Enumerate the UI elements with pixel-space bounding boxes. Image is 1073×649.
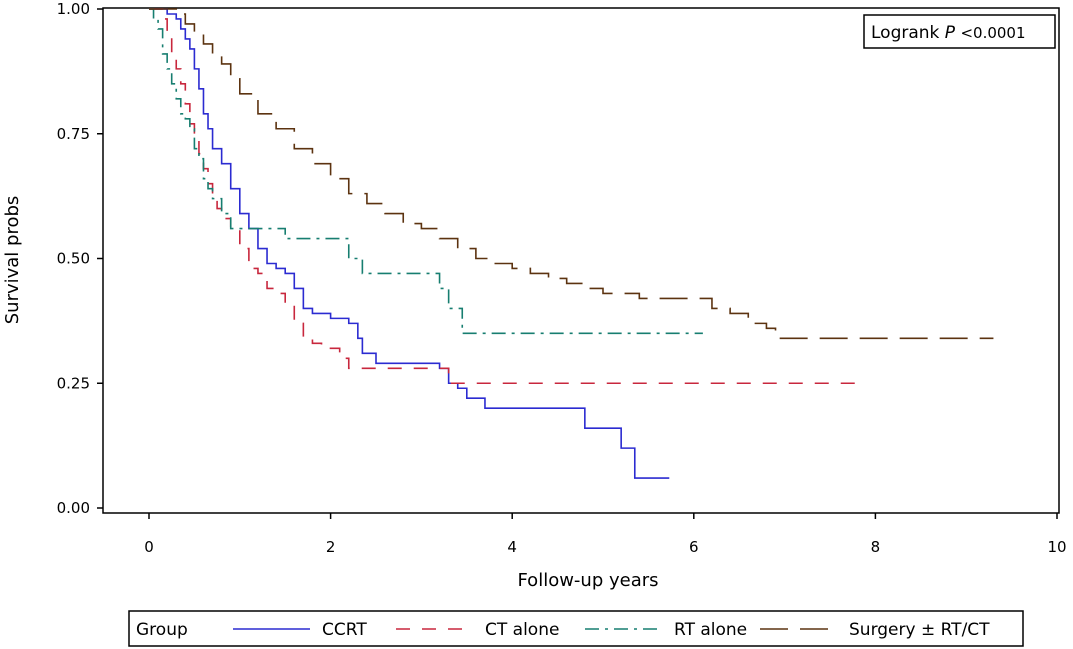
y-axis: 0.00 0.25 0.50 0.75 1.00 (57, 0, 103, 517)
legend-items: CCRT CT alone RT alone Surgery ± RT/CT (233, 620, 990, 640)
x-tick-label: 6 (689, 538, 699, 556)
x-tick-label: 10 (1047, 538, 1066, 556)
series-line-2 (149, 8, 703, 335)
y-tick-label: 0.50 (57, 250, 90, 268)
logrank-box (863, 14, 1056, 49)
x-tick-label: 8 (871, 538, 881, 556)
y-axis-title: Survival probs (2, 196, 23, 325)
logrank-text: Logrank P <0.0001 (871, 23, 1026, 43)
logrank-value: <0.0001 (960, 24, 1025, 42)
logrank-label: Logrank (871, 23, 940, 43)
logrank-p: P (945, 23, 956, 43)
legend-title: Group (136, 620, 188, 640)
x-axis-title: Follow-up years (517, 570, 658, 591)
logrank-annotation: Logrank P <0.0001 (863, 14, 1056, 49)
legend-label-3: Surgery ± RT/CT (849, 620, 990, 640)
y-tick-label: 0.25 (57, 374, 90, 392)
y-tick-label: 0.75 (57, 125, 90, 143)
survival-curves (149, 8, 994, 479)
series-line-1 (149, 8, 867, 385)
y-tick-label: 1.00 (57, 0, 90, 18)
x-axis: 0 2 4 6 8 10 (144, 513, 1067, 556)
legend-label-0: CCRT (322, 620, 367, 640)
series-line-3 (149, 8, 994, 340)
x-tick-label: 0 (144, 538, 154, 556)
x-tick-label: 2 (326, 538, 336, 556)
series-line-0 (149, 8, 670, 479)
y-tick-label: 0.00 (57, 499, 90, 517)
legend-label-2: RT alone (674, 620, 747, 640)
x-tick-label: 4 (507, 538, 517, 556)
plot-frame (102, 7, 1060, 514)
legend: Group CCRT CT alone RT alone Surgery ± RT/C… (128, 610, 1024, 647)
legend-label-1: CT alone (485, 620, 559, 640)
